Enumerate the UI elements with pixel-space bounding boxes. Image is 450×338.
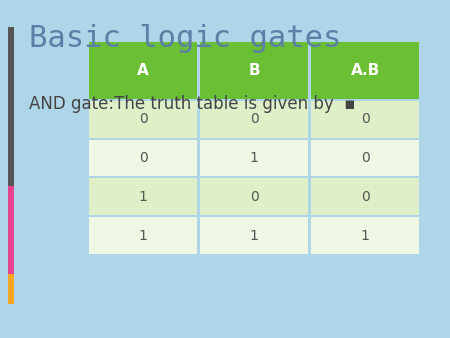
Text: 0: 0 bbox=[139, 112, 148, 126]
Text: A.B: A.B bbox=[351, 63, 380, 78]
Text: 0: 0 bbox=[361, 190, 369, 204]
Text: B: B bbox=[248, 63, 260, 78]
Text: 0: 0 bbox=[139, 151, 148, 165]
Text: AND gate:The truth table is given by  ▪: AND gate:The truth table is given by ▪ bbox=[29, 95, 356, 113]
Text: 1: 1 bbox=[250, 229, 259, 243]
Text: Basic logic gates: Basic logic gates bbox=[29, 24, 342, 53]
Text: 0: 0 bbox=[361, 151, 369, 165]
Text: 1: 1 bbox=[361, 229, 370, 243]
Text: 0: 0 bbox=[250, 112, 259, 126]
Text: 0: 0 bbox=[361, 112, 369, 126]
Text: 1: 1 bbox=[250, 151, 259, 165]
Text: 1: 1 bbox=[139, 190, 148, 204]
Text: 1: 1 bbox=[139, 229, 148, 243]
Text: A: A bbox=[137, 63, 149, 78]
Text: 0: 0 bbox=[250, 190, 259, 204]
